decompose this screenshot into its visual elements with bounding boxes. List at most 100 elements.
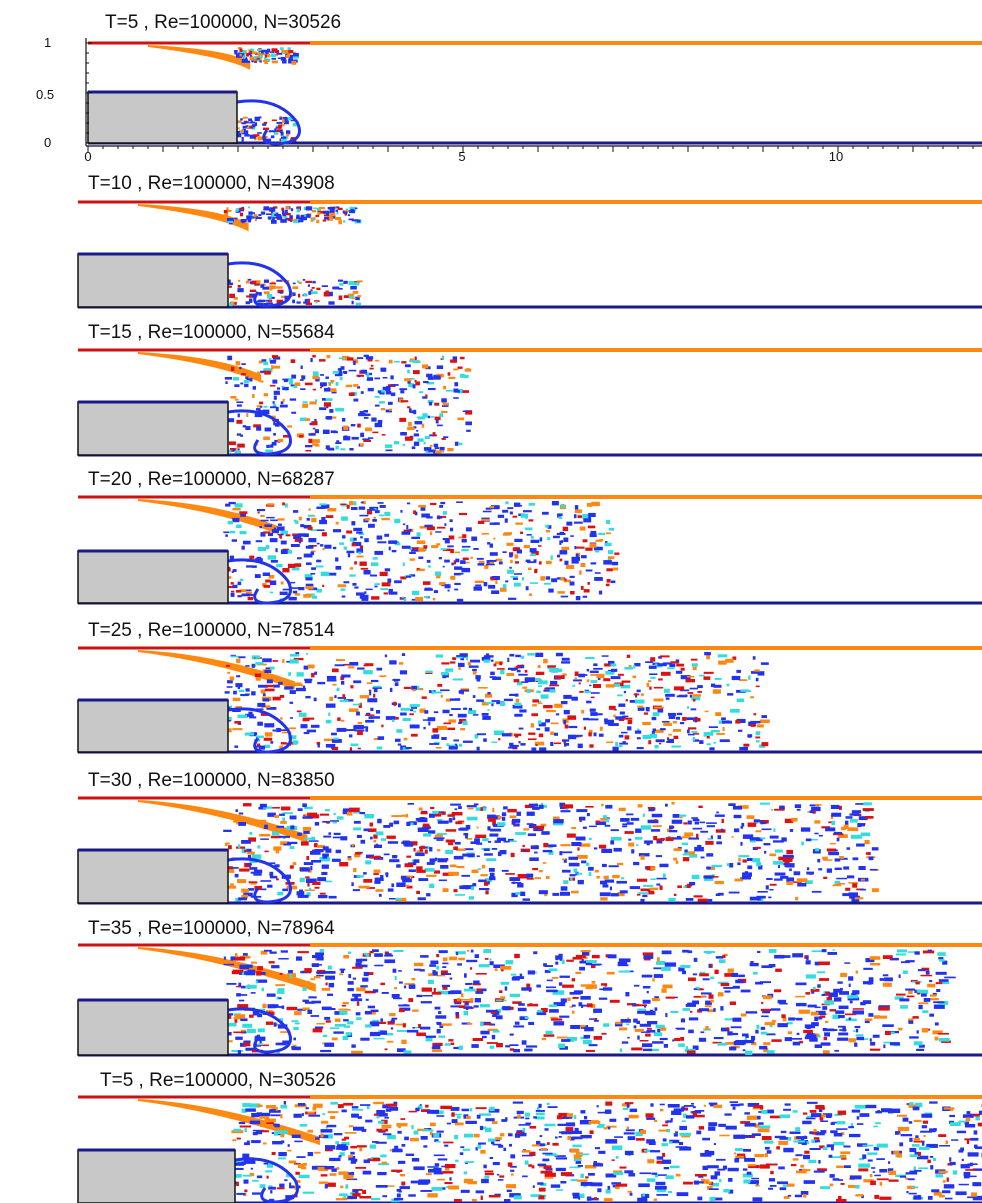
flow-particle: [509, 1193, 521, 1198]
flow-particle: [316, 741, 321, 745]
flow-particle: [915, 1102, 923, 1108]
flow-particle: [342, 418, 346, 422]
flow-particle: [389, 408, 392, 411]
flow-particle: [795, 982, 807, 986]
flow-particle: [717, 1168, 726, 1171]
flow-particle: [263, 291, 270, 295]
flow-particle: [414, 379, 417, 383]
flow-particle: [605, 1139, 618, 1144]
flow-particle: [257, 1028, 265, 1033]
flow-particle: [311, 595, 318, 599]
flow-particle: [771, 808, 774, 811]
flow-particle: [670, 1011, 679, 1014]
flow-particle: [457, 1115, 461, 1119]
flow-particle: [433, 741, 440, 744]
flow-particle: [550, 1016, 558, 1019]
flow-particle: [253, 56, 257, 60]
flow-particle: [534, 569, 538, 574]
flow-particle: [428, 830, 436, 834]
flow-particle: [829, 1009, 837, 1012]
flow-particle: [388, 591, 398, 595]
flow-particle: [623, 690, 627, 694]
flow-particle: [723, 953, 728, 957]
flow-particle: [630, 817, 640, 821]
flow-particle: [456, 848, 466, 851]
flow-particle: [454, 382, 459, 387]
flow-particle: [606, 971, 615, 975]
flow-particle: [702, 978, 710, 981]
flow-particle: [586, 668, 589, 672]
flow-particle: [574, 1158, 582, 1162]
flow-particle: [545, 876, 550, 879]
flow-particle: [410, 410, 415, 414]
flow-particle: [428, 721, 431, 726]
flow-particle: [809, 1037, 818, 1042]
flow-particle: [371, 596, 380, 600]
flow-particle: [540, 1170, 553, 1174]
flow-particle: [239, 964, 250, 970]
flow-particle: [442, 548, 451, 551]
flow-particle: [805, 960, 811, 965]
flow-particle: [332, 836, 343, 839]
flow-particle: [921, 1113, 933, 1118]
flow-particle: [271, 48, 278, 52]
flow-particle: [338, 295, 343, 300]
flow-particle: [422, 364, 429, 369]
flow-particle: [511, 882, 522, 884]
flow-particle: [398, 1125, 401, 1129]
flow-particle: [340, 968, 344, 973]
flow-particle: [603, 1127, 608, 1130]
flow-particle: [920, 1130, 932, 1133]
flow-particle: [354, 853, 361, 858]
flow-particle: [401, 1144, 406, 1147]
flow-particle: [823, 1037, 828, 1041]
flow-particle: [263, 57, 267, 62]
flow-particle: [960, 1147, 964, 1151]
flow-particle: [367, 828, 377, 832]
flow-particle: [354, 586, 359, 589]
flow-particle: [559, 851, 563, 856]
flow-particle: [756, 1182, 759, 1187]
flow-particle: [774, 878, 783, 881]
flow-particle: [240, 434, 243, 437]
flow-particle: [507, 667, 518, 670]
flow-particle: [300, 524, 305, 528]
flow-particle: [303, 830, 310, 834]
flow-particle: [367, 377, 373, 381]
flow-particle: [921, 1125, 928, 1129]
flow-particle: [281, 295, 286, 298]
flow-particle: [241, 1108, 247, 1113]
flow-particle: [351, 882, 354, 887]
flow-particle: [311, 963, 319, 967]
flow-particle: [475, 584, 482, 587]
flow-particle: [303, 301, 309, 304]
flow-particle: [869, 1038, 872, 1042]
flow-particle: [564, 560, 569, 565]
flow-particle: [289, 659, 299, 664]
flow-particle: [542, 511, 549, 515]
flow-particle: [509, 566, 512, 569]
flow-particle: [725, 1125, 737, 1130]
flow-particle: [233, 1031, 244, 1034]
flow-particle: [851, 834, 862, 839]
flow-particle: [353, 360, 356, 365]
flow-particle: [322, 821, 330, 823]
flow-particle: [843, 1145, 851, 1148]
flow-particle: [869, 1048, 881, 1051]
flow-particle: [834, 858, 841, 862]
flow-particle: [497, 822, 506, 827]
flow-particle: [646, 843, 650, 846]
flow-particle: [764, 850, 767, 854]
flow-particle: [243, 380, 250, 384]
flow-particle: [279, 1018, 283, 1023]
flow-particle: [454, 551, 460, 554]
flow-particle: [602, 863, 607, 868]
flow-particle: [510, 576, 519, 578]
flow-particle: [640, 855, 645, 860]
flow-particle: [464, 1001, 469, 1006]
flow-particle: [299, 877, 305, 883]
flow-particle: [353, 868, 357, 873]
flow-particle: [917, 1155, 929, 1160]
flow-particle: [845, 816, 853, 819]
flow-particle: [736, 669, 741, 673]
